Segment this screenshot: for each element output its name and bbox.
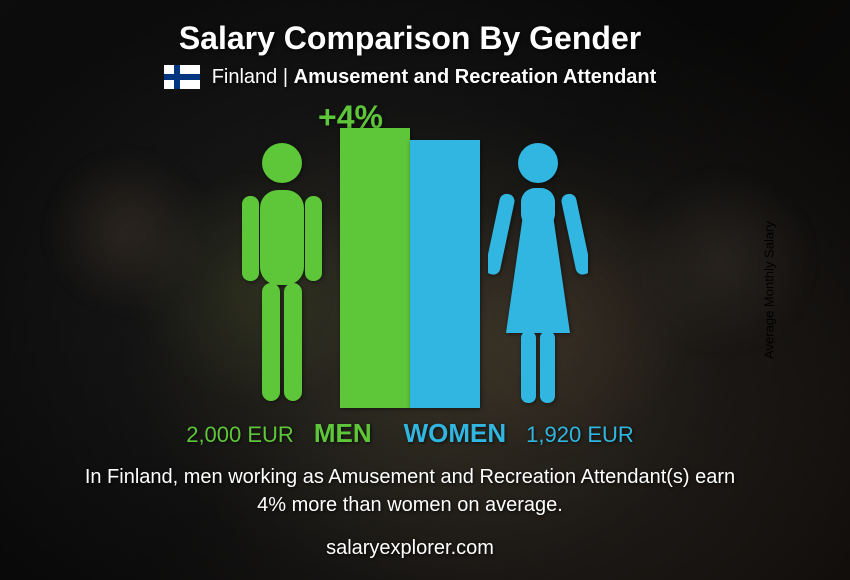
woman-icon (488, 138, 588, 408)
job-label: Amusement and Recreation Attendant (294, 66, 657, 88)
men-salary: 2,000 EUR (186, 422, 294, 448)
footer-source: salaryexplorer.com (40, 537, 780, 560)
infographic-container: Average Monthly Salary Salary Comparison… (0, 0, 850, 580)
women-group (410, 138, 588, 408)
subtitle-row: Finland | Amusement and Recreation Atten… (40, 65, 780, 89)
country-label: Finland (212, 66, 278, 88)
page-title: Salary Comparison By Gender (40, 20, 780, 57)
women-salary: 1,920 EUR (526, 422, 634, 448)
content-wrapper: Salary Comparison By Gender Finland | Am… (0, 0, 850, 580)
men-category-label: MEN (314, 418, 372, 449)
chart-area: +4% (40, 107, 780, 408)
description-text: In Finland, men working as Amusement and… (40, 463, 780, 519)
women-category-label: WOMEN (404, 418, 507, 449)
separator: | (283, 66, 288, 88)
man-icon (232, 138, 332, 408)
men-group (232, 128, 410, 408)
labels-row: 2,000 EUR MEN WOMEN 1,920 EUR (40, 418, 780, 449)
y-axis-label: Average Monthly Salary (762, 221, 777, 359)
women-labels: WOMEN 1,920 EUR (404, 418, 634, 449)
women-bar (410, 140, 480, 408)
men-bar (340, 128, 410, 408)
finland-flag-icon (164, 65, 200, 89)
subtitle: Finland | Amusement and Recreation Atten… (212, 66, 657, 89)
men-labels: 2,000 EUR MEN (186, 418, 371, 449)
